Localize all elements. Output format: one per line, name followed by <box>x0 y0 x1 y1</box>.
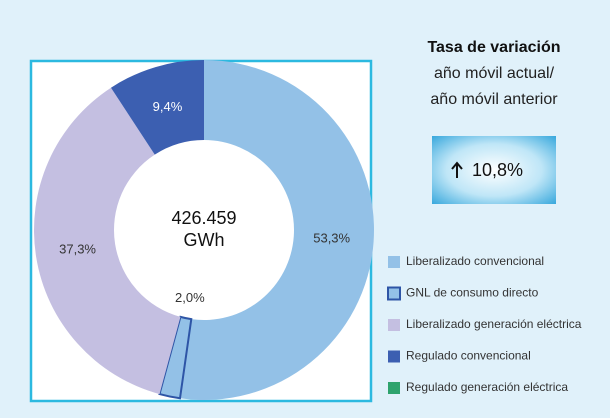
up-arrow <box>451 161 463 178</box>
legend-label: GNL de consumo directo <box>406 286 539 300</box>
center-label: GWh <box>183 230 224 250</box>
panel-line: año móvil actual/ <box>434 65 555 82</box>
data-label: 2,0% <box>175 290 205 305</box>
donut-slice <box>34 87 181 395</box>
data-label: 9,4% <box>153 99 183 114</box>
rate-value: 10,8% <box>472 160 523 180</box>
panel-title: Tasa de variación <box>427 39 560 56</box>
donut-slice <box>110 60 204 155</box>
donut-slice <box>179 60 374 400</box>
legend-swatch <box>388 382 400 394</box>
legend-label: Regulado convencional <box>406 349 531 363</box>
legend-label: Liberalizado convencional <box>406 254 544 268</box>
legend-swatch <box>388 319 400 331</box>
rate-box <box>432 136 556 204</box>
panel-line: año móvil anterior <box>430 91 558 108</box>
center-label: 426.459 <box>171 208 236 228</box>
legend-label: Liberalizado generación eléctrica <box>406 317 582 331</box>
donut-slice <box>158 315 193 400</box>
legend-swatch <box>388 256 400 268</box>
legend-label: Regulado generación eléctrica <box>406 380 568 394</box>
legend-swatch <box>388 350 400 363</box>
legend-swatch <box>387 286 401 301</box>
data-label: 37,3% <box>59 241 96 256</box>
data-label: 53,3% <box>313 230 350 245</box>
